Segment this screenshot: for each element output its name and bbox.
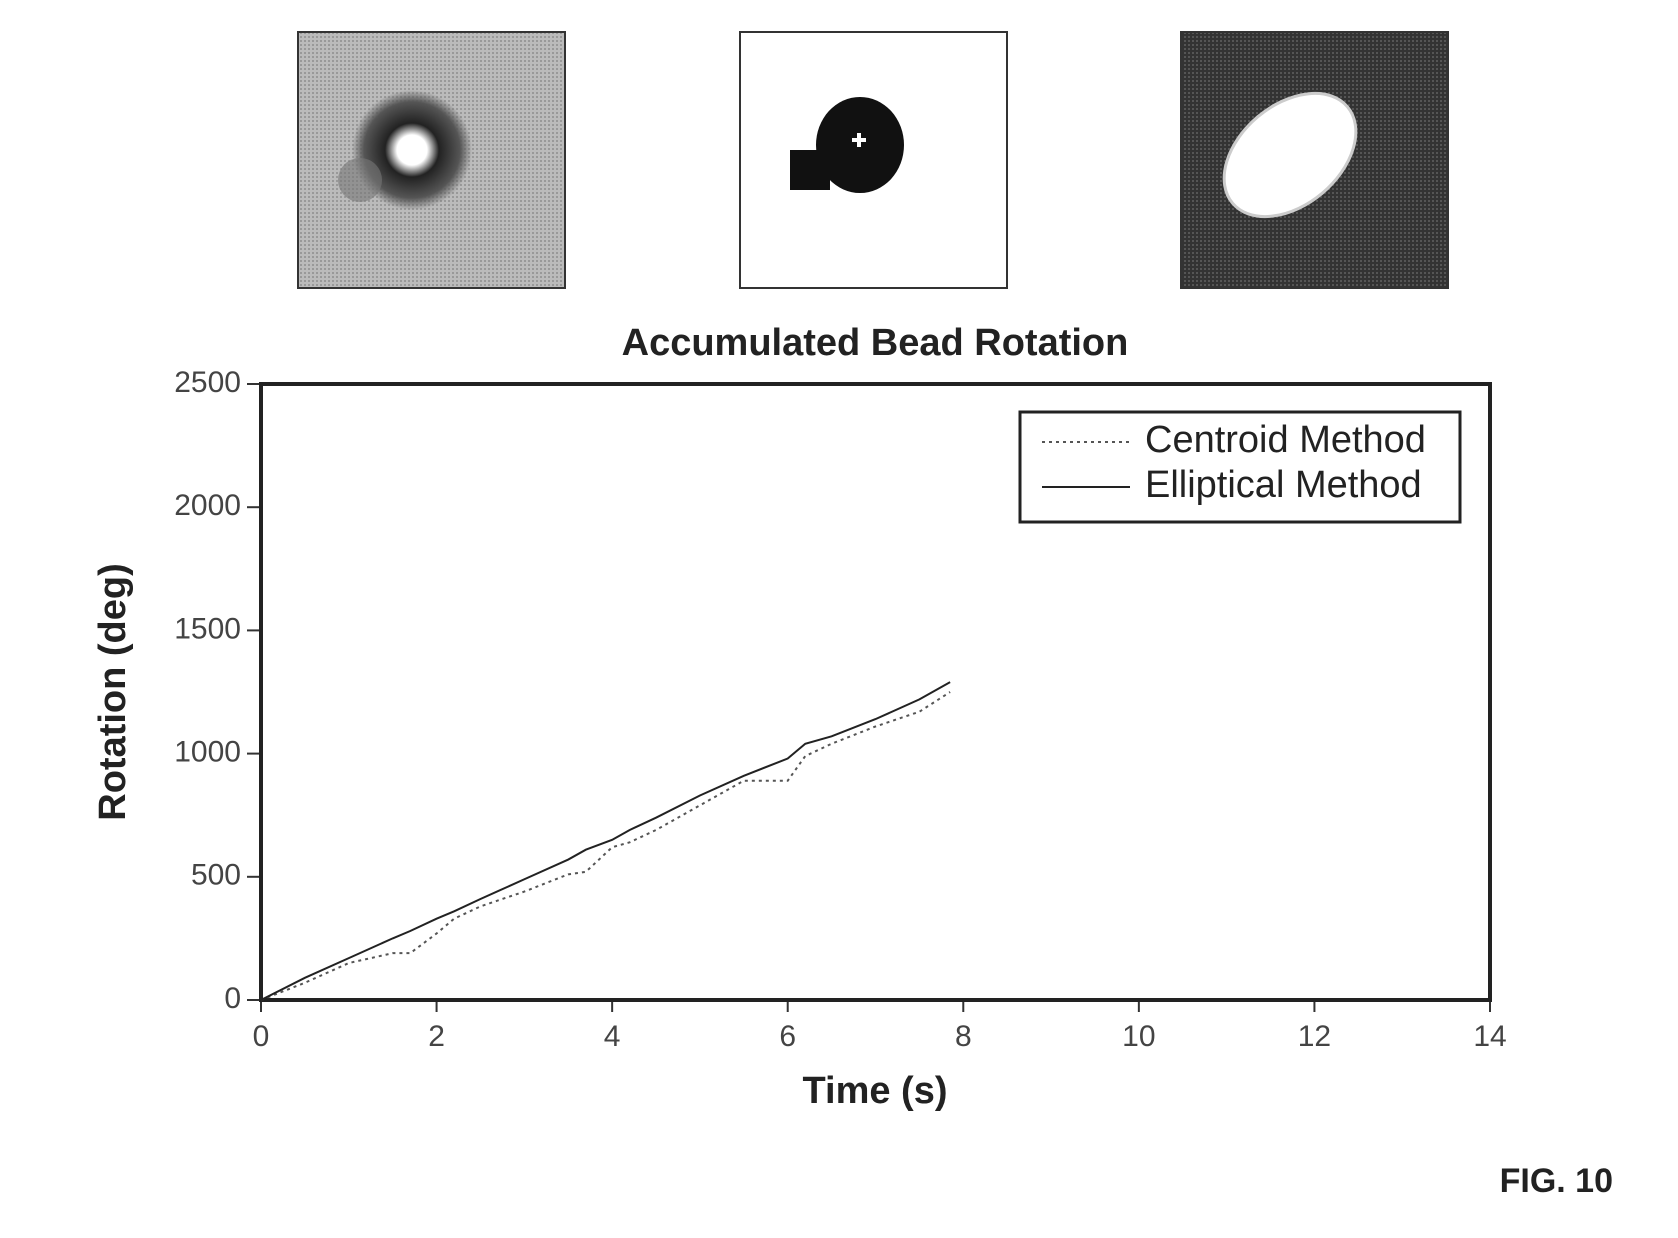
y-tick-label: 500 <box>191 859 241 892</box>
plot-frame <box>259 382 1492 1002</box>
legend-box <box>1018 410 1462 524</box>
data-line <box>260 681 951 1001</box>
y-tick-label: 1000 <box>174 736 241 769</box>
cross <box>852 133 866 147</box>
data-line <box>260 691 951 1001</box>
x-tick-label: 6 <box>779 1020 796 1053</box>
x-tick-label: 8 <box>955 1020 972 1053</box>
chart-title: Accumulated Bead Rotation <box>622 322 1129 364</box>
legend-label: Elliptical Method <box>1145 464 1422 506</box>
bead-images <box>297 31 1449 289</box>
figure-label: FIG. 10 <box>1500 1162 1613 1200</box>
blob <box>790 150 830 190</box>
legend-label: Centroid Method <box>1145 419 1426 461</box>
bead-shadow <box>338 158 382 202</box>
y-tick-label: 0 <box>224 982 241 1015</box>
y-tick-label: 1500 <box>174 612 241 645</box>
y-tick-label: 2500 <box>174 366 241 399</box>
ellipse-fit <box>1222 91 1358 219</box>
x-tick-label: 4 <box>604 1020 621 1053</box>
binary-image <box>739 31 1008 289</box>
x-tick-label: 10 <box>1122 1020 1155 1053</box>
x-axis-label: Time (s) <box>802 1070 947 1112</box>
x-tick-label: 0 <box>253 1020 270 1053</box>
x-tick-label: 2 <box>428 1020 445 1053</box>
y-tick-label: 2000 <box>174 489 241 522</box>
x-tick-label: 12 <box>1298 1020 1331 1053</box>
x-tick-label: 14 <box>1473 1020 1506 1053</box>
y-axis-label: Rotation (deg) <box>92 563 134 821</box>
